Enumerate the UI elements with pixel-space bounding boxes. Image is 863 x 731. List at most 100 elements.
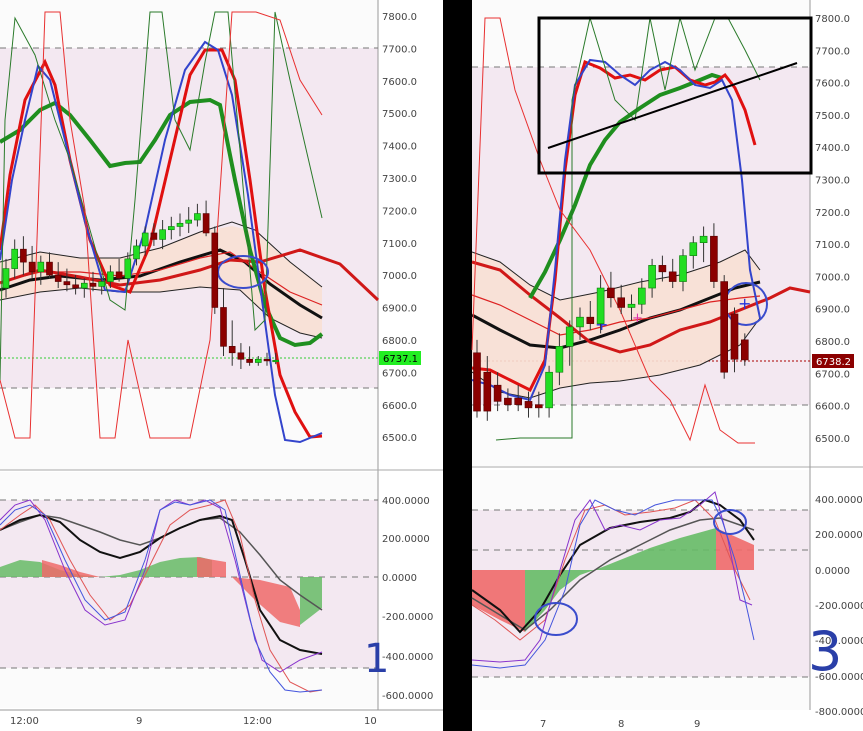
y-tick-label: 7300.0 — [382, 174, 417, 185]
y-tick-label: 6700.0 — [815, 369, 850, 380]
y-tick-label: 7600.0 — [815, 79, 850, 90]
candle-body — [473, 352, 481, 412]
candle-body — [63, 281, 71, 286]
candle-body — [524, 401, 533, 409]
candle-body — [272, 359, 280, 363]
candle-body — [679, 255, 687, 282]
candle-body — [710, 235, 718, 282]
signal-cross-pink: + — [632, 311, 643, 326]
candle-body — [720, 281, 729, 373]
left-last-price-badge — [379, 351, 421, 365]
candle-body — [627, 303, 636, 308]
candle-body — [648, 265, 656, 289]
y-tick-label: -400.0000 — [815, 636, 863, 647]
candle-body — [555, 346, 564, 373]
y-tick-label: 400.0000 — [382, 496, 430, 507]
candle-body — [699, 235, 708, 243]
candle-body — [124, 258, 132, 279]
candle-body — [576, 316, 584, 328]
candle-body — [159, 229, 166, 240]
y-tick-label: 6800.0 — [382, 336, 417, 347]
candle-body — [740, 339, 749, 361]
y-tick-label: -600.0000 — [382, 691, 433, 702]
candle-body — [617, 297, 626, 308]
right-bb-lower — [471, 317, 761, 399]
left-blue-kline — [0, 40, 323, 444]
y-tick-label: 6800.0 — [815, 337, 850, 348]
right-osc-black — [471, 498, 755, 634]
candle-body — [89, 282, 97, 287]
candle-body — [81, 282, 88, 289]
candle-body — [689, 242, 698, 256]
candle-body — [37, 261, 45, 273]
left-last-price: 6737.1 — [383, 354, 418, 365]
y-tick-label: -200.0000 — [382, 612, 433, 623]
y-tick-label: 6900.0 — [815, 305, 850, 316]
candle-body — [202, 213, 210, 234]
y-tick-label: 6600.0 — [382, 401, 417, 412]
x-tick-label: 7 — [540, 719, 546, 730]
y-tick-label: 7800.0 — [815, 14, 850, 25]
x-tick-label: 9 — [136, 716, 142, 727]
right-osc-purple — [471, 491, 753, 663]
y-tick-label: 0.0000 — [382, 573, 417, 584]
candle-body — [176, 222, 184, 227]
candle-body — [28, 261, 36, 273]
right-osc-circle-high — [713, 509, 747, 535]
y-tick-label: -400.0000 — [382, 652, 433, 663]
right-last-price-badge — [812, 354, 854, 368]
trend-line — [547, 62, 798, 149]
candle-body — [504, 397, 512, 405]
candle-body — [115, 271, 123, 279]
candle-body — [72, 284, 79, 289]
y-tick-label: 6700.0 — [382, 368, 417, 379]
candle-body — [596, 287, 605, 324]
candle-body — [237, 352, 245, 360]
right-red-sto — [471, 17, 755, 444]
highlight-box — [537, 16, 813, 175]
y-tick-label: 7200.0 — [382, 206, 417, 217]
left-green-sto — [0, 11, 323, 381]
x-tick-label: 10 — [364, 716, 377, 727]
candle-body — [211, 232, 219, 308]
y-tick-label: 7600.0 — [382, 77, 417, 88]
y-tick-label: 0.0000 — [815, 566, 850, 577]
right-blue-kline — [471, 58, 761, 402]
y-tick-label: 7500.0 — [382, 109, 417, 120]
candle-body — [20, 248, 27, 263]
candle-body — [194, 213, 201, 221]
candle-body — [141, 232, 149, 247]
candle-body — [637, 287, 646, 305]
candle-body — [483, 371, 492, 412]
axis-labels: 7800.07700.07600.07500.07400.07300.07200… — [10, 12, 863, 730]
candle-body — [185, 219, 192, 224]
left-osc-purple — [0, 499, 323, 673]
y-tick-label: 7000.0 — [382, 271, 417, 282]
y-tick-label: 6900.0 — [382, 304, 417, 315]
y-tick-label: 6500.0 — [815, 434, 850, 445]
y-tick-label: 400.0000 — [815, 495, 863, 506]
candle-body — [658, 265, 667, 273]
candle-body — [255, 358, 262, 363]
x-tick-label: 12:00 — [243, 716, 272, 727]
right-hist-red — [472, 528, 754, 632]
candle-body — [98, 281, 105, 287]
y-tick-label: 7000.0 — [815, 272, 850, 283]
y-tick-label: 200.0000 — [382, 534, 430, 545]
left-bb-upper — [0, 221, 323, 288]
y-tick-label: 6600.0 — [815, 402, 850, 413]
y-tick-label: -800.0000 — [815, 707, 863, 718]
y-tick-label: 7400.0 — [382, 142, 417, 153]
candle-body — [168, 226, 175, 231]
x-tick-label: 12:00 — [10, 716, 39, 727]
candle-body — [607, 287, 615, 299]
candle-body — [107, 271, 114, 282]
candle-body — [228, 346, 236, 354]
right-ema-black — [471, 280, 761, 350]
left-hist-red — [42, 557, 300, 627]
left-bb-fill — [0, 226, 322, 338]
left-bb-lower — [0, 286, 323, 339]
y-tick-label: 200.0000 — [815, 530, 863, 541]
candle-body — [246, 358, 253, 363]
candle-body — [133, 245, 140, 260]
